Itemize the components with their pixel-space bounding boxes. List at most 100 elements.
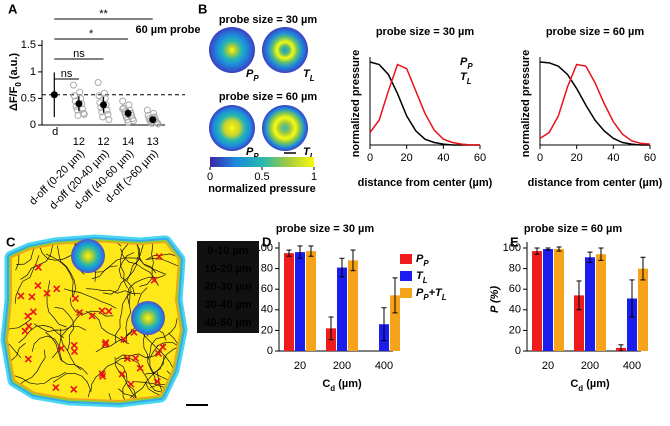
synapse-marker — [21, 327, 29, 335]
legend-label-part: P — [460, 56, 468, 68]
colorbar-tick-label: 0.5 — [254, 171, 269, 183]
map-label-part: P — [246, 68, 254, 80]
x-axis-label-part: d — [578, 384, 583, 393]
data-point — [125, 101, 133, 109]
bar — [554, 249, 564, 351]
error-bar — [297, 245, 303, 259]
neurite — [120, 242, 134, 289]
error-bar — [286, 249, 292, 257]
map-label-part: L — [310, 74, 315, 83]
map-label-part: T — [303, 68, 311, 80]
bar — [638, 268, 648, 351]
neurite — [156, 341, 180, 361]
data-point — [119, 97, 127, 105]
y-tick-label: 1 — [30, 66, 36, 78]
x-axis-label: distance from center (µm) — [528, 177, 663, 189]
y-tick-label: 20 — [261, 324, 273, 336]
pressure-map — [262, 27, 308, 73]
synapse-marker — [24, 355, 32, 363]
x-axis-label-part: C — [322, 378, 330, 390]
panel-label: C — [6, 234, 16, 249]
error-bar — [629, 279, 635, 318]
neurite — [20, 242, 56, 280]
mean-marker — [124, 109, 132, 117]
data-point — [105, 116, 113, 124]
error-bar — [598, 247, 604, 261]
x-axis-label: Cd (µm) — [322, 378, 362, 393]
y-axis-label-part: ΔF/F — [8, 86, 20, 111]
data-point — [100, 89, 108, 97]
colorbar-tick-label: 0 — [207, 171, 213, 183]
neurite — [8, 388, 12, 400]
x-tick-label: 40 — [607, 152, 619, 164]
pressure-map — [209, 27, 255, 73]
bar — [543, 249, 553, 351]
legend-label: 10-20 µm — [204, 263, 252, 275]
error-bar — [545, 247, 551, 251]
legend-label-part: P — [416, 287, 424, 299]
y-axis-label: normalized pressure — [520, 50, 532, 158]
count-label: 12 — [97, 136, 109, 148]
synapse-marker — [70, 385, 78, 393]
legend-label-part: L — [467, 77, 472, 86]
panel-label: B — [198, 1, 207, 16]
x-tick-label: 20 — [401, 152, 413, 164]
data-point — [119, 105, 127, 113]
legend-swatch — [400, 254, 412, 264]
neurite — [129, 355, 165, 399]
x-tick-label: 20 — [571, 152, 583, 164]
synapse-marker — [53, 285, 61, 293]
synapse-marker — [136, 364, 144, 372]
synapse-marker — [34, 263, 42, 271]
neurite — [45, 331, 82, 371]
legend-label: TL — [460, 71, 472, 86]
legend-label-part: L — [423, 276, 428, 285]
neurite — [126, 242, 144, 281]
x-tick-label: 200 — [581, 360, 599, 372]
x-axis-label-part: d — [330, 384, 335, 393]
neurite — [14, 371, 66, 385]
neurite — [149, 344, 176, 383]
neurite — [52, 372, 91, 398]
synapse-marker — [132, 354, 140, 362]
y-tick-label: 0 — [267, 345, 273, 357]
synapse-marker — [71, 294, 80, 303]
error-bar — [381, 307, 387, 342]
synapse-marker — [154, 349, 163, 358]
synapse-marker — [52, 384, 60, 392]
data-point — [153, 119, 161, 127]
series-line — [369, 63, 480, 146]
neurite — [125, 288, 132, 344]
neurite — [115, 290, 133, 343]
count-label: 13 — [147, 136, 159, 148]
y-axis-label-part: (a.u.) — [8, 53, 20, 83]
legend-label: PP — [460, 56, 473, 71]
y-axis-label: P (%) — [489, 286, 501, 313]
x-tick-label: 400 — [375, 360, 393, 372]
error-bar — [556, 246, 562, 252]
synapse-marker — [155, 253, 163, 261]
x-tick-label: 0 — [367, 152, 373, 164]
neurite — [115, 344, 165, 360]
data-point — [104, 110, 112, 118]
synapse-marker — [120, 335, 128, 344]
legend-swatch — [400, 288, 412, 298]
x-axis-label: Cd (µm) — [570, 378, 610, 393]
x-tick-label: 20 — [542, 360, 554, 372]
series-line — [369, 61, 480, 146]
neurite — [46, 253, 74, 298]
error-bar — [534, 247, 540, 255]
data-point — [95, 92, 103, 100]
probe — [71, 239, 105, 273]
map-label: PP — [246, 146, 259, 161]
data-point — [99, 113, 107, 121]
neurite — [46, 280, 67, 328]
mean-marker — [149, 116, 157, 124]
neurite — [8, 333, 22, 359]
error-bar — [308, 245, 314, 257]
y-tick-label: 80 — [261, 263, 273, 275]
x-tick-label: 400 — [623, 360, 641, 372]
map-label-part: P — [246, 146, 254, 158]
y-tick-label: 40 — [261, 304, 273, 316]
